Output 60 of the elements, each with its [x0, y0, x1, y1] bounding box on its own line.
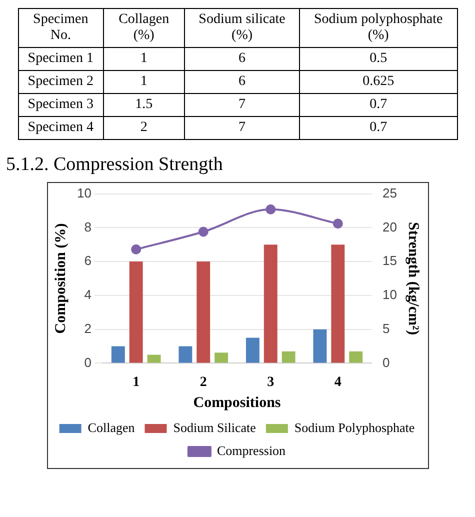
y2-axis-title: Strength (kg/cm²) — [404, 222, 421, 335]
bar — [263, 244, 277, 363]
text: 1.5 — [103, 94, 184, 116]
point — [265, 204, 276, 214]
point — [130, 244, 141, 254]
y-tick-label: 2 — [84, 320, 91, 336]
y2-tick-label: 0 — [382, 354, 390, 370]
text: Sodium silicate (%) — [184, 8, 300, 48]
x-tick-label: 1 — [132, 375, 140, 390]
text: 0.7 — [300, 116, 457, 140]
text: 7 — [184, 94, 300, 116]
text: 1 — [103, 70, 184, 94]
text: Collagen (%) — [103, 8, 184, 48]
y-tick-label: 0 — [84, 354, 91, 370]
text: 0.5 — [300, 48, 457, 70]
text: Specimen No. — [18, 8, 104, 48]
y2-tick-label: 15 — [382, 253, 397, 268]
text: 6 — [184, 48, 300, 70]
legend-label: Sodium Polyphosphate — [294, 420, 414, 435]
y-tick-label: 6 — [84, 253, 91, 268]
point — [198, 226, 208, 237]
x-tick-label: 4 — [334, 375, 341, 390]
text: Sodium polyphosphate (%) — [300, 8, 457, 48]
bar — [330, 244, 344, 363]
bar — [348, 351, 362, 363]
chart-title: 5.1.2. Compression Strength — [6, 154, 224, 176]
bar — [245, 338, 259, 363]
text: Specimen 2 — [18, 70, 104, 94]
text: 7 — [184, 116, 300, 140]
bar — [178, 346, 192, 363]
bar — [281, 351, 295, 363]
point — [332, 218, 342, 229]
text: 1 — [103, 48, 184, 70]
text: Specimen 4 — [18, 116, 104, 140]
bar — [110, 346, 124, 363]
x-tick-label: 3 — [266, 375, 274, 390]
y-tick-label: 10 — [76, 185, 91, 200]
x-axis-title: Compositions — [192, 394, 280, 411]
y2-tick-label: 10 — [382, 287, 397, 302]
text: 2 — [103, 116, 184, 140]
bar — [214, 352, 228, 363]
legend-label: Collagen — [87, 420, 135, 435]
legend-label: Compression — [216, 442, 286, 458]
legend-label: Sodium Silicate — [172, 420, 256, 435]
y-tick-label: 8 — [84, 219, 91, 234]
text: 6 — [184, 70, 300, 94]
text: 0.7 — [300, 94, 457, 116]
x-tick-label: 2 — [199, 375, 206, 390]
y2-tick-label: 20 — [382, 219, 397, 234]
text: Specimen 1 — [18, 48, 104, 70]
y2-tick-label: 25 — [382, 185, 397, 200]
bar — [312, 329, 326, 363]
bar — [146, 354, 160, 363]
text: 0.625 — [300, 70, 457, 94]
text: Specimen 3 — [18, 94, 104, 116]
y-tick-label: 4 — [84, 287, 91, 302]
bar — [196, 262, 210, 363]
y2-tick-label: 5 — [382, 320, 390, 336]
y-axis-title: Composition (%) — [52, 223, 68, 334]
bar — [128, 262, 142, 363]
